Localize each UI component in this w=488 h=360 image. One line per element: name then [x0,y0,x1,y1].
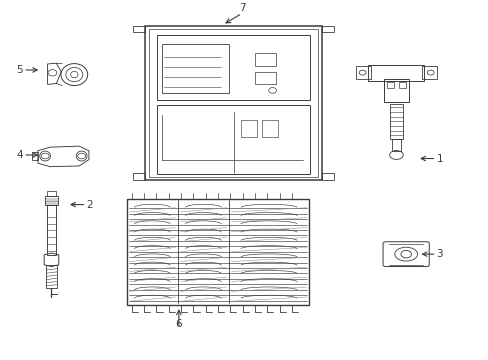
Bar [356,67,370,79]
Bar [47,191,56,197]
Bar [421,67,436,79]
Bar [254,72,276,84]
Bar [398,82,406,88]
Bar [384,79,408,102]
Bar [46,265,57,288]
Text: 2: 2 [86,199,93,210]
Text: 4: 4 [17,150,23,160]
Bar [148,28,318,177]
Bar [44,197,58,205]
Bar [254,53,276,66]
Text: 6: 6 [175,319,182,329]
Bar [157,35,309,100]
Bar [391,139,400,152]
Bar [368,65,424,81]
Text: 7: 7 [238,3,245,13]
Bar [46,205,56,255]
Bar [240,120,256,137]
Text: 3: 3 [436,249,442,259]
Bar [144,26,322,180]
Text: 5: 5 [17,65,23,75]
Bar [389,104,402,139]
Bar [386,82,393,88]
Bar [162,44,229,94]
Text: 1: 1 [436,153,442,163]
Bar [262,120,277,137]
Bar [157,105,309,175]
Bar [126,198,308,305]
